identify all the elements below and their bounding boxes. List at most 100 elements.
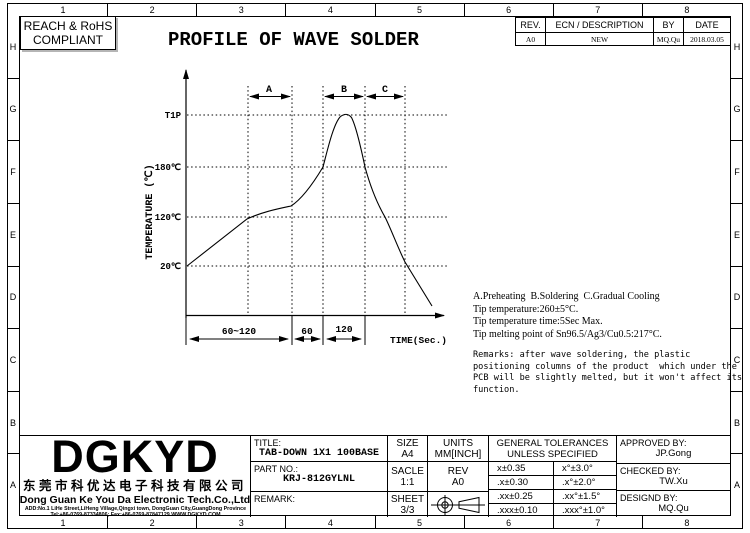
grid-ref-label: 3 <box>197 516 287 529</box>
company-contact: Tel:+86-0769-87334806; Fax:+86-0769-8784… <box>49 512 221 517</box>
title-cell: TITLE: TAB-DOWN 1X1 100BASE <box>250 436 387 461</box>
checked-by-label: CHECKED BY: <box>620 466 681 476</box>
title-value: TAB-DOWN 1X1 100BASE <box>258 448 380 459</box>
grid-ref-label: 1 <box>19 3 109 16</box>
part-no-cell: PART NO.: KRJ-812GYLNL <box>250 461 387 491</box>
grid-ref-label: 2 <box>108 3 198 16</box>
ytick-t1p: T1P <box>165 111 182 121</box>
third-angle-projection-icon <box>431 494 485 515</box>
remark-line: function. <box>473 384 520 395</box>
grid-ref-label: G <box>7 79 19 142</box>
sheet-cell: SHEET 3/3 <box>387 491 427 517</box>
remarks-text: Remarks: after wave soldering, the plast… <box>473 350 742 396</box>
grid-ref-label: D <box>731 267 743 330</box>
approved-by-value: JP.Gong <box>655 448 692 459</box>
drawing-frame <box>19 16 731 516</box>
process-notes: A.Preheating B.Soldering C.Gradual Cooli… <box>473 291 662 341</box>
grid-ref-label: 4 <box>286 3 376 16</box>
company-name-cn: 东莞市科优达电子科技有限公司 <box>22 478 247 493</box>
tolerance-angular-1: x°±3.0° <box>553 461 616 475</box>
by-value: MQ.Qu <box>653 32 684 46</box>
segment-60-label: 60 <box>301 326 313 337</box>
zone-a-label: A <box>266 85 272 96</box>
remark-cell: REMARK: <box>250 491 387 517</box>
ecn-col-header: ECN / DESCRIPTION <box>545 17 654 33</box>
grid-ref-label: A <box>9 480 16 491</box>
company-logo-cell: DGKYD 东莞市科优达电子科技有限公司 Dong Guan Ke You Da… <box>20 436 250 517</box>
segment-preheat-label: 60~120 <box>222 326 257 337</box>
designed-by-cell: DESIGND BY: MQ.Qu <box>616 490 730 517</box>
size-label: SIZE <box>396 437 419 449</box>
tolerances-header-cell: GENERAL TOLERANCES UNLESS SPECIFIED <box>488 436 616 461</box>
tolerances-header-line2: UNLESS SPECIFIED <box>507 448 598 460</box>
grid-ref-label: 8 <box>684 4 690 15</box>
y-axis-title: TEMPERATURE (℃) <box>144 164 156 259</box>
units-cell: UNITS MM[INCH] <box>427 436 488 461</box>
grid-ref-label: 3 <box>197 3 287 16</box>
designed-by-label: DESIGND BY: <box>620 493 678 503</box>
grid-ref-label: 5 <box>376 516 465 529</box>
tolerance-linear-1: x±0.35 <box>488 461 553 475</box>
tolerance-angular-4: .xxx°±1.0° <box>553 503 616 517</box>
title-label: TITLE: <box>254 438 282 448</box>
sheet-label: SHEET <box>390 493 425 505</box>
grid-ref-label: 7 <box>554 516 643 529</box>
grid-ref-label: 5 <box>376 3 465 16</box>
scale-label: SACLE <box>391 465 424 477</box>
rev-label: REV <box>447 465 469 477</box>
reach-rohs-badge: REACH & RoHS COMPLIANT <box>20 16 116 50</box>
company-address: ADD:No.1 LiHe Street,LiHeng Village,Qing… <box>24 505 246 512</box>
checked-by-value: TW.Xu <box>659 476 688 487</box>
wave-solder-profile-chart: A B C T1P 180℃ 120℃ 20℃ TEMPERATURE (℃) … <box>144 69 448 346</box>
revision-table: REV. ECN / DESCRIPTION BY DATE A0 NEW MQ… <box>515 17 731 46</box>
size-value: A4 <box>401 448 414 460</box>
grid-ref-label: D <box>7 267 19 330</box>
approved-by-label: APPROVED BY: <box>620 438 687 448</box>
grid-ref-label: 2 <box>108 516 198 529</box>
ytick-20: 20℃ <box>160 261 181 272</box>
grid-ref-label: H <box>731 16 743 79</box>
grid-ref-label: B <box>7 392 19 455</box>
tolerance-linear-2: .x±0.30 <box>488 475 553 489</box>
grid-ref-label: C <box>7 329 19 392</box>
part-no-value: KRJ-812GYLNL <box>282 474 355 485</box>
grid-ref-label: C <box>731 329 743 392</box>
scale-value: 1:1 <box>400 476 415 488</box>
checked-by-cell: CHECKED BY: TW.Xu <box>616 463 730 490</box>
note-line: A.Preheating B.Soldering C.Gradual Cooli… <box>473 291 660 302</box>
badge-line2: COMPLIANT <box>32 33 103 47</box>
grid-ref-label: 1 <box>19 516 109 529</box>
size-cell: SIZE A4 <box>387 436 427 461</box>
grid-ref-label: 6 <box>465 516 554 529</box>
units-label: UNITS <box>443 437 473 449</box>
company-logo: DGKYD <box>51 436 219 482</box>
grid-ref-top: 1 2 3 4 5 6 7 8 <box>19 3 731 16</box>
time-segment-dimension <box>185 316 366 345</box>
grid-ref-label: 4 <box>286 516 376 529</box>
grid-ref-label: F <box>731 141 743 204</box>
grid-ref-label: G <box>731 79 743 142</box>
date-value: 2018.03.05 <box>683 32 731 46</box>
part-no-label: PART NO.: <box>254 464 299 474</box>
grid-ref-left: H G F E D C B A <box>7 16 19 516</box>
ytick-180: 180℃ <box>155 162 181 173</box>
designed-by-value: MQ.Qu <box>658 503 689 514</box>
rev-value2: A0 <box>451 476 465 488</box>
company-name-en: Dong Guan Ke You Da Electronic Tech.Co.,… <box>20 493 250 506</box>
note-line: Tip temperature time:5Sec Max. <box>473 316 603 327</box>
tolerance-angular-3: .xx°±1.5° <box>553 489 616 503</box>
grid-ref-bottom: 1 2 3 4 5 6 7 8 <box>19 516 731 529</box>
tolerance-angular-2: .x°±2.0° <box>553 475 616 489</box>
chart-gridlines <box>187 86 448 315</box>
grid-ref-right: H G F E D C B A <box>731 16 743 516</box>
x-axis-title: TIME(Sec.) <box>390 335 447 346</box>
note-line: Tip temperature:260±5°C. <box>473 303 579 315</box>
grid-ref-label: 7 <box>554 3 643 16</box>
grid-ref-label: 8 <box>684 517 690 528</box>
ecn-value: NEW <box>545 32 654 46</box>
projection-cell <box>427 491 488 517</box>
remark-line: positioning columns of the product which… <box>473 361 737 372</box>
grid-ref-label: F <box>7 141 19 204</box>
remark-label: REMARK: <box>254 494 296 504</box>
